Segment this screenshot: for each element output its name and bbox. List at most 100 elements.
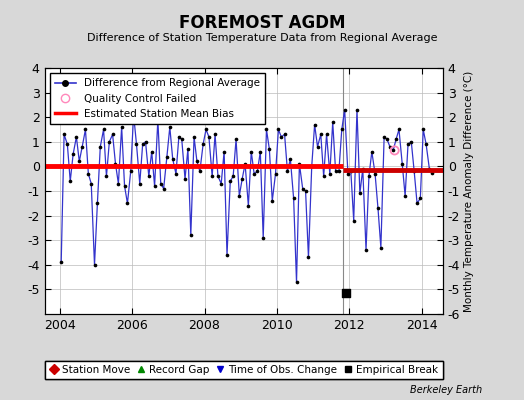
Point [150,183,159,189]
Point [365,173,373,180]
Point [419,126,428,133]
Point [217,180,225,187]
Point [398,161,407,167]
Point [123,200,132,206]
Point [129,112,138,118]
Point [386,144,394,150]
Point [195,168,204,174]
Point [72,134,81,140]
Text: Difference of Station Temperature Data from Regional Average: Difference of Station Temperature Data f… [87,33,437,43]
Point [205,134,213,140]
Point [132,141,140,148]
Point [344,170,352,177]
Point [301,188,310,194]
Point [425,166,433,172]
Point [114,180,123,187]
Point [342,290,351,296]
Point [389,147,397,154]
Point [250,170,258,177]
Point [157,180,165,187]
Point [87,180,95,187]
Y-axis label: Monthly Temperature Anomaly Difference (°C): Monthly Temperature Anomaly Difference (… [464,70,474,312]
Point [313,144,322,150]
Point [416,195,424,202]
Point [350,217,358,224]
Point [428,169,436,176]
Point [274,126,282,133]
Point [102,173,111,180]
Point [235,193,244,199]
Point [126,168,135,174]
Point [383,136,391,142]
Text: FOREMOST AGDM: FOREMOST AGDM [179,14,345,32]
Point [371,170,379,177]
Point [380,134,388,140]
Point [148,148,156,155]
Point [172,170,180,177]
Point [66,178,74,184]
Point [105,138,114,145]
Point [308,163,316,170]
Point [199,141,208,148]
Point [268,198,277,204]
Point [117,124,126,130]
Point [265,146,274,152]
Point [289,195,298,202]
Point [347,168,355,174]
Point [202,126,210,133]
Point [410,168,418,174]
Point [244,202,253,209]
Point [229,173,237,180]
Point [211,131,219,138]
Point [208,173,216,180]
Point [286,156,294,162]
Point [404,141,412,148]
Point [93,200,102,206]
Point [374,205,382,212]
Point [316,131,325,138]
Point [141,138,150,145]
Point [100,126,108,133]
Point [81,126,90,133]
Legend: Station Move, Record Gap, Time of Obs. Change, Empirical Break: Station Move, Record Gap, Time of Obs. C… [45,360,443,379]
Point [310,121,319,128]
Point [320,173,328,180]
Point [247,148,256,155]
Point [358,166,367,172]
Point [193,158,201,165]
Point [395,126,403,133]
Point [60,131,68,138]
Point [368,148,376,155]
Point [220,148,228,155]
Point [292,279,301,285]
Point [174,134,183,140]
Point [184,146,192,152]
Point [304,254,313,261]
Point [238,176,246,182]
Point [353,107,361,113]
Point [145,173,153,180]
Point [232,136,240,142]
Point [299,185,307,192]
Point [283,168,292,174]
Point [90,262,99,268]
Point [259,234,267,241]
Point [75,158,83,165]
Point [187,232,195,238]
Point [57,259,66,266]
Point [121,183,129,189]
Text: Berkeley Earth: Berkeley Earth [410,385,482,395]
Point [277,134,286,140]
Point [377,244,385,251]
Point [280,131,289,138]
Point [392,136,400,142]
Point [96,144,104,150]
Point [295,161,303,167]
Point [341,107,349,113]
Point [84,170,93,177]
Point [253,168,261,174]
Point [331,168,340,174]
Point [362,247,370,253]
Point [337,126,346,133]
Point [329,119,337,125]
